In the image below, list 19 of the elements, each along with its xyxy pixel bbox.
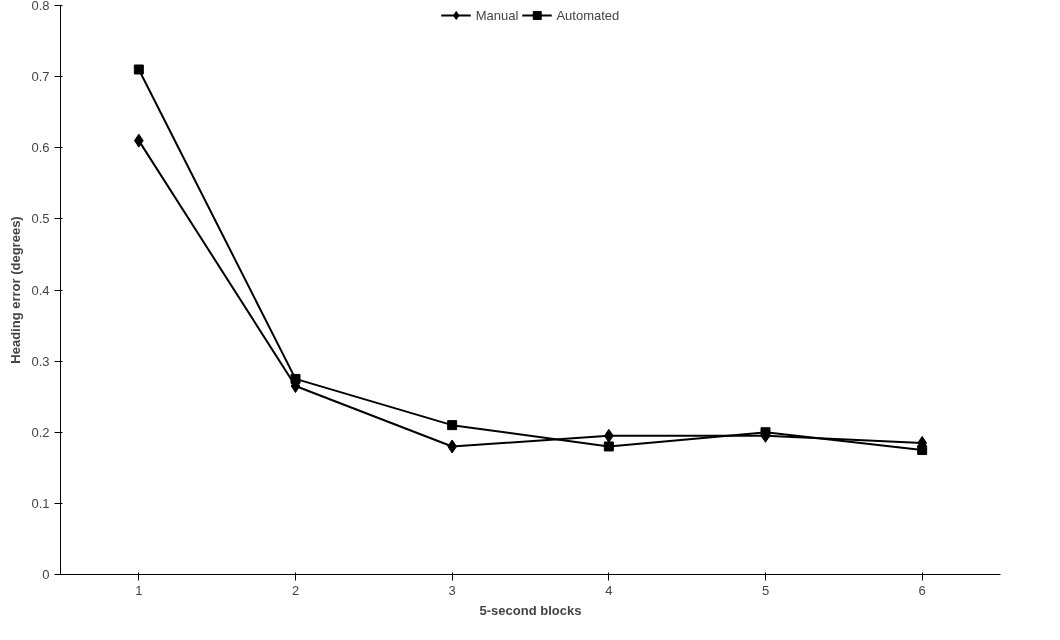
x-tick-label: 3: [448, 582, 456, 598]
x-tick-label: 4: [605, 582, 613, 598]
y-tick-label: 0.7: [31, 69, 50, 85]
y-tick-label: 0.2: [31, 424, 50, 440]
y-tick-label: 0.8: [31, 0, 50, 13]
x-axis-title: 5-second blocks: [479, 602, 582, 618]
x-tick-label: 2: [291, 582, 300, 598]
y-tick-label: 0: [42, 567, 50, 582]
y-tick-label: 0.6: [31, 140, 50, 156]
legend-label: Automated: [556, 7, 620, 23]
y-tick-label: 0.1: [31, 495, 50, 511]
y-tick-label: 0.5: [31, 211, 50, 227]
legend-label: Manual: [475, 7, 519, 23]
x-tick-label: 6: [918, 582, 926, 598]
y-tick-label: 0.4: [31, 282, 50, 298]
y-tick-label: 0.3: [31, 353, 50, 369]
y-axis-title: Heading error (degrees): [8, 216, 24, 364]
x-tick-label: 1: [135, 582, 143, 598]
x-tick-label: 5: [761, 582, 770, 598]
